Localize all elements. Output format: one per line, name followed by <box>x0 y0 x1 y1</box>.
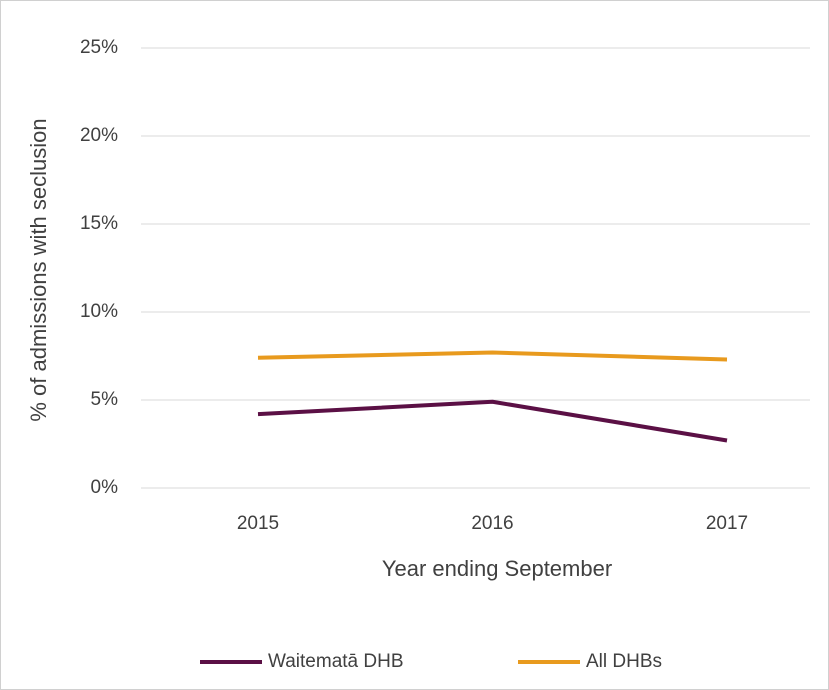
legend-label: Waitematā DHB <box>268 651 404 672</box>
y-tick-label: 10% <box>80 301 118 322</box>
y-tick-label: 0% <box>91 477 119 498</box>
y-tick-label: 25% <box>80 37 118 58</box>
x-tick-label: 2017 <box>706 513 748 534</box>
y-tick-label: 15% <box>80 213 118 234</box>
x-tick-label: 2015 <box>237 513 279 534</box>
y-tick-label: 20% <box>80 125 118 146</box>
series-line <box>257 350 728 362</box>
legend-label: All DHBs <box>586 651 662 672</box>
series-line <box>257 399 728 443</box>
y-axis-title: % of admissions with seclusion <box>26 118 51 421</box>
y-tick-label: 5% <box>91 389 119 410</box>
x-tick-label: 2016 <box>471 513 513 534</box>
x-axis-title: Year ending September <box>382 556 612 581</box>
